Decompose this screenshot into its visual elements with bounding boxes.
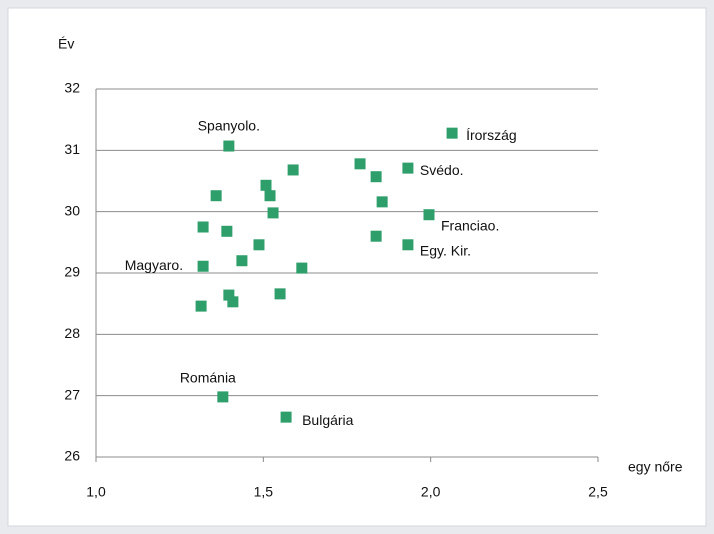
point [370, 230, 382, 242]
point-label: Spanyolo. [198, 118, 260, 134]
y-tick-label: 26 [64, 448, 80, 464]
point [376, 196, 388, 208]
point [210, 190, 222, 202]
point [260, 179, 272, 191]
point [287, 164, 299, 176]
point [223, 140, 235, 152]
y-tick-label: 30 [64, 202, 80, 218]
point [370, 171, 382, 183]
x-tick-label: 1,0 [86, 484, 106, 500]
y-tick-label: 28 [64, 325, 80, 341]
point-label: Svédo. [420, 162, 464, 178]
y-axis-label: Év [58, 36, 74, 52]
x-axis-label: egy nőre [628, 459, 683, 475]
point [227, 296, 239, 308]
point [197, 221, 209, 233]
y-tick-label: 31 [64, 141, 80, 157]
point [253, 239, 265, 251]
point-label: Románia [180, 370, 236, 386]
y-tick-label: 27 [64, 386, 80, 402]
point [280, 411, 292, 423]
point-label: Franciao. [441, 217, 499, 233]
point [267, 207, 279, 219]
point [402, 162, 414, 174]
point [274, 288, 286, 300]
point [446, 127, 458, 139]
point-label: Bulgária [302, 412, 354, 428]
point [296, 262, 308, 274]
point [402, 239, 414, 251]
point [264, 190, 276, 202]
point-label: Magyaro. [125, 257, 183, 273]
point-label: Írország [466, 127, 517, 143]
point [223, 289, 235, 301]
panel [7, 7, 707, 527]
point-label: Egy. Kir. [420, 242, 471, 258]
point [197, 260, 209, 272]
point [195, 300, 207, 312]
y-tick-label: 29 [64, 264, 80, 280]
x-tick-label: 2,0 [421, 484, 441, 500]
point [221, 225, 233, 237]
point [423, 209, 435, 221]
x-tick-label: 1,5 [254, 484, 274, 500]
y-tick-label: 32 [64, 80, 80, 96]
x-tick-label: 2,5 [588, 484, 608, 500]
point [354, 158, 366, 170]
point [217, 391, 229, 403]
point [236, 255, 248, 267]
